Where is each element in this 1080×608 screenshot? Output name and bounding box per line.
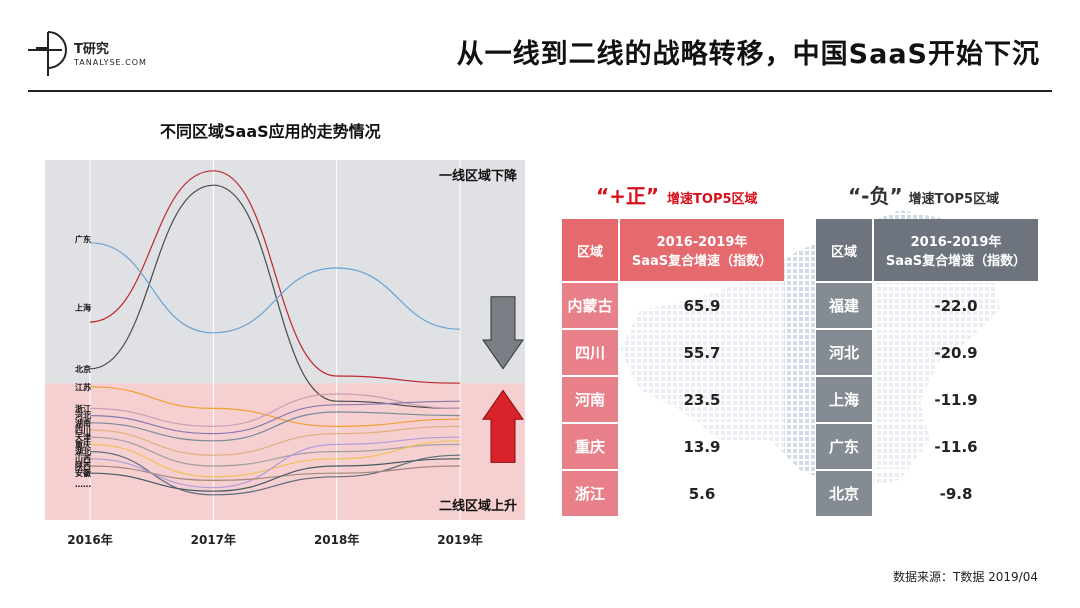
value-cell: -11.9 [873, 376, 1038, 424]
table-row: 上海 -11.9 [816, 376, 1038, 424]
negative-heading: “-负” 增速TOP5区域 [848, 180, 999, 209]
series-line-河北 [89, 400, 461, 435]
x-tick-label: 2017年 [191, 532, 236, 547]
region-label: 浙江 [75, 403, 91, 413]
brand-name-cn: T研究 [74, 42, 109, 57]
region-cell: 北京 [816, 470, 874, 518]
x-tick-label: 2016年 [67, 532, 112, 547]
region-label: 湖北 [75, 447, 91, 457]
series-line-浙江 [89, 393, 461, 428]
value-cell: 23.5 [619, 376, 784, 424]
table-row: 福建 -22.0 [816, 282, 1038, 330]
value-cell: -9.8 [873, 470, 1038, 518]
header-region: 区域 [562, 219, 620, 283]
table-row: 广东 -11.6 [816, 423, 1038, 471]
data-source-note: 数据来源：T数据 2019/04 [893, 570, 1038, 584]
value-cell: -11.6 [873, 423, 1038, 471]
region-label: …… [75, 480, 91, 489]
table-header-row: 区域 2016-2019年 SaaS复合增速（指数） [562, 219, 784, 283]
region-cell: 河北 [816, 329, 874, 377]
series-line-天津 [89, 436, 461, 467]
header-growth: 2016-2019年 SaaS复合增速（指数） [619, 219, 784, 283]
up-arrow-icon [482, 389, 524, 463]
series-line-四川 [89, 425, 461, 456]
region-cell: 浙江 [562, 470, 620, 518]
table-header-row: 区域 2016-2019年 SaaS复合增速（指数） [816, 219, 1038, 283]
upper-band-label: 一线区域下降 [439, 168, 518, 184]
region-label: 山西 [75, 454, 91, 464]
table-row: 浙江 5.6 [562, 470, 784, 518]
brand-name-en: TANALYSE.COM [74, 58, 147, 67]
region-label: 陕西 [75, 461, 91, 471]
lower-band [45, 383, 525, 520]
header-growth-line2: SaaS复合增速（指数） [885, 254, 1027, 269]
header-growth-line1: 2016-2019年 [910, 235, 1002, 250]
series-line-北京 [89, 184, 461, 409]
positive-heading-big: “+正” [596, 184, 660, 208]
series-line-上海 [89, 170, 461, 384]
region-cell: 重庆 [562, 423, 620, 471]
series-line-陕西 [89, 465, 461, 482]
region-label: 天津 [75, 432, 91, 442]
series-line-江苏 [89, 386, 461, 428]
header-growth-line2: SaaS复合增速（指数） [631, 254, 773, 269]
upper-band [45, 160, 525, 384]
page-title: 从一线到二线的战略转移，中国SaaS开始下沉 [456, 39, 1040, 70]
header-growth: 2016-2019年 SaaS复合增速（指数） [873, 219, 1038, 283]
positive-growth-table: 区域 2016-2019年 SaaS复合增速（指数） 内蒙古 65.9 四川 55.7… [562, 219, 784, 518]
table-row: 河南 23.5 [562, 376, 784, 424]
region-label: 湖南 [75, 418, 91, 428]
table-row: 四川 55.7 [562, 329, 784, 377]
chart-title: 不同区域SaaS应用的走势情况 [160, 122, 381, 141]
negative-heading-small: 增速TOP5区域 [908, 192, 1000, 207]
series-line-广东 [89, 242, 461, 334]
positive-heading-small: 增速TOP5区域 [667, 192, 758, 207]
positive-heading: “+正” 增速TOP5区域 [596, 180, 758, 209]
region-label: 上海 [75, 303, 91, 313]
header-growth-line1: 2016-2019年 [656, 235, 748, 250]
region-label: 江苏 [75, 382, 91, 392]
value-cell: -20.9 [873, 329, 1038, 377]
lower-band-label: 二线区域上升 [439, 498, 517, 514]
series-line-安徽 [89, 458, 461, 492]
table-row: 重庆 13.9 [562, 423, 784, 471]
series-line-湖南 [89, 411, 461, 442]
region-cell: 四川 [562, 329, 620, 377]
title-divider [28, 90, 1052, 92]
negative-growth-table: 区域 2016-2019年 SaaS复合增速（指数） 福建 -22.0 河北 -20.… [816, 219, 1038, 518]
table-row: 河北 -20.9 [816, 329, 1038, 377]
down-arrow-icon [482, 296, 524, 370]
header-region: 区域 [816, 219, 874, 283]
region-label: 安徽 [75, 468, 92, 478]
value-cell: 13.9 [619, 423, 784, 471]
region-cell: 河南 [562, 376, 620, 424]
x-tick-label: 2019年 [437, 532, 482, 547]
region-cell: 内蒙古 [562, 282, 620, 330]
region-label: 重庆 [75, 439, 91, 449]
region-label: 北京 [75, 364, 91, 374]
brand-logo-icon [28, 31, 67, 76]
negative-heading-big: “-负” [848, 184, 903, 208]
table-row: 内蒙古 65.9 [562, 282, 784, 330]
region-label: 广东 [75, 234, 91, 244]
region-cell: 福建 [816, 282, 874, 330]
region-label: 河北 [75, 411, 91, 421]
value-cell: 55.7 [619, 329, 784, 377]
table-row: 北京 -9.8 [816, 470, 1038, 518]
value-cell: 5.6 [619, 470, 784, 518]
region-cell: 上海 [816, 376, 874, 424]
value-cell: 65.9 [619, 282, 784, 330]
region-cell: 广东 [816, 423, 874, 471]
x-tick-label: 2018年 [314, 532, 359, 547]
value-cell: -22.0 [873, 282, 1038, 330]
region-label: 四川 [75, 426, 91, 435]
